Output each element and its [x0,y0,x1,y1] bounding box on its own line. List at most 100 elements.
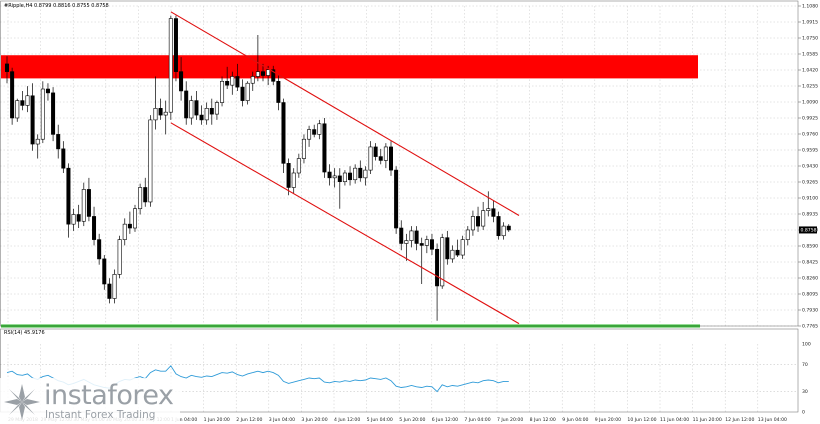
candle-body [368,146,373,171]
candle-body [419,243,424,246]
candle-body [450,249,455,260]
candle-body [394,169,399,229]
candle-body [260,71,265,76]
x-tick-label: 5 Jun 04:00 [367,417,393,423]
candle-body [194,100,199,116]
candle-body [214,102,219,115]
y-tick-label: 1.0750 [802,36,818,42]
x-tick-label: 8 Jun 12:00 [530,417,556,423]
candle-body [56,134,61,150]
candle-body [266,69,271,76]
y-tick-label: 0.8590 [802,244,818,250]
channel-lower-line [170,122,520,325]
y-tick-label: 0.9100 [802,196,818,202]
main-frame [0,0,799,327]
y-tick-label: 0.9925 [802,116,818,122]
candle-body [35,138,40,145]
candle-body [86,189,91,217]
candle-body [271,69,276,82]
candle-body [163,111,168,116]
candle-body [255,71,260,77]
y-tick-label: 0.8935 [802,212,818,218]
candle-body [358,167,363,179]
x-tick-label: 12 Jun 12:00 [725,417,754,423]
candle-body [409,230,414,241]
candle-body [112,274,117,299]
candle-body [179,71,184,92]
brand-tagline: Instant Forex Trading [45,409,156,421]
x-tick-label: 9 Jun 20:00 [595,417,621,423]
candle-body [332,175,337,179]
y-tick-label: 0.9430 [802,164,818,170]
candle-body [117,239,122,275]
candle-body [465,229,470,240]
x-tick-label: 11 Jun 04:00 [660,417,689,423]
candle-body [496,216,501,237]
candle-body [337,175,342,182]
candle-body [199,114,204,121]
candle-body [348,172,353,181]
candle-body [435,248,440,287]
y-tick-label: 0.8260 [802,276,818,282]
candle-body [240,86,245,101]
candle-body [30,95,35,145]
resistance-zone [1,55,698,79]
candle-body [153,108,158,121]
candle-body [102,258,107,285]
y-tick-label: 0.9265 [802,180,818,186]
candle-body [455,249,460,256]
candle-body [66,167,71,225]
candle-body [127,223,132,229]
candle-body [97,239,102,260]
candle-body [317,123,322,135]
rsi-tick-label: 30 [802,389,808,395]
y-tick-label: 0.8425 [802,260,818,266]
candle-body [506,225,511,231]
y-tick-label: 1.0255 [802,84,818,90]
candle-body [245,82,250,101]
candle-body [76,214,81,222]
candle-body [173,18,178,72]
x-tick-label: 13 Jun 04:00 [758,417,787,423]
x-tick-label: 1 Jun 04:00 [171,417,197,423]
x-tick-label: 4 Jun 12:00 [334,417,360,423]
candle-body [476,216,481,227]
candle-body [81,189,86,222]
candle-body [250,76,255,84]
candle-body [25,95,30,106]
y-tick-label: 0.7765 [802,324,818,330]
price-tag-label: 0.8758 [801,228,817,234]
price-tag [799,226,817,234]
rsi-tick-label: 100 [802,342,811,348]
x-tick-label: 5 Jun 20:00 [399,417,425,423]
candle-body [15,100,20,119]
candle-body [291,172,296,188]
candle-body [399,227,404,244]
candle-body [184,90,189,119]
candle-body [445,237,450,260]
x-tick-label: 7 Jun 04:00 [464,417,490,423]
y-tick-label: 0.9595 [802,148,818,154]
x-tick-label: 3 Jun 20:00 [301,417,327,423]
candle-body [296,158,301,174]
channel-upper-line [170,11,520,216]
candle-body [383,146,388,161]
candle-body [45,88,50,94]
candle-body [220,80,225,103]
candle-body [51,92,56,135]
candle-body [424,239,429,246]
candle-body [404,240,409,244]
candle-body [230,76,235,86]
candle-body [10,71,15,119]
candle-body [107,283,112,299]
candle-body [225,80,230,86]
resistance-zone-layer [1,55,698,79]
x-tick-label: 7 Jun 20:00 [497,417,523,423]
candle-body [281,102,286,164]
candle-body [491,208,496,217]
instaforex-watermark: instaforex Instant Forex Trading [0,378,180,424]
candle-body [388,146,393,171]
candle-body [307,129,312,140]
candle-body [301,138,306,159]
